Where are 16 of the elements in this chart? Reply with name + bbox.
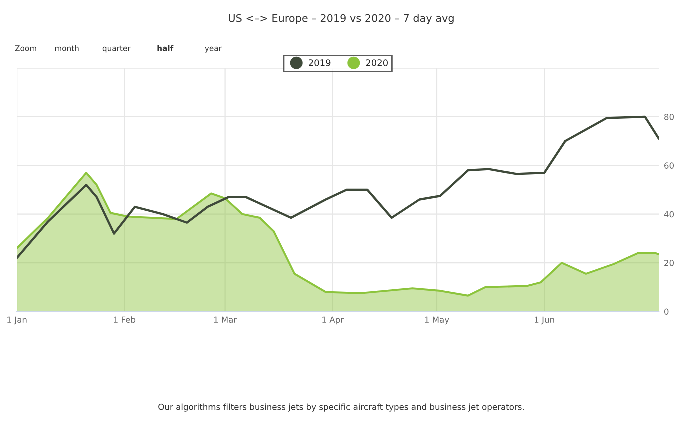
y-tick-label: 20	[664, 260, 674, 266]
y-tick-label: 60	[664, 162, 674, 169]
chart-title: US <–> Europe – 2019 vs 2020 – 7 day avg	[229, 14, 454, 24]
x-tick-label: 1 Apr	[322, 316, 344, 325]
x-tick-label: 1 Mar	[214, 316, 238, 324]
x-tick-label: 1 Jun	[535, 316, 554, 325]
x-tick-label: 1 Feb	[114, 316, 136, 324]
legend-label: 2019	[309, 60, 331, 66]
line-series	[17, 116, 660, 260]
y-tick-label: 0	[664, 308, 669, 315]
legend-label: 2020	[366, 60, 388, 66]
y-tick-label: 40	[664, 211, 674, 218]
text: Our algorithms filters business jets by specific aircraft types and business jet operators.	[158, 404, 524, 412]
y-tick-label: 80	[664, 114, 674, 120]
x-tick-label: 1 Jan	[8, 316, 27, 325]
x-tick-label: 1 May	[425, 316, 450, 325]
